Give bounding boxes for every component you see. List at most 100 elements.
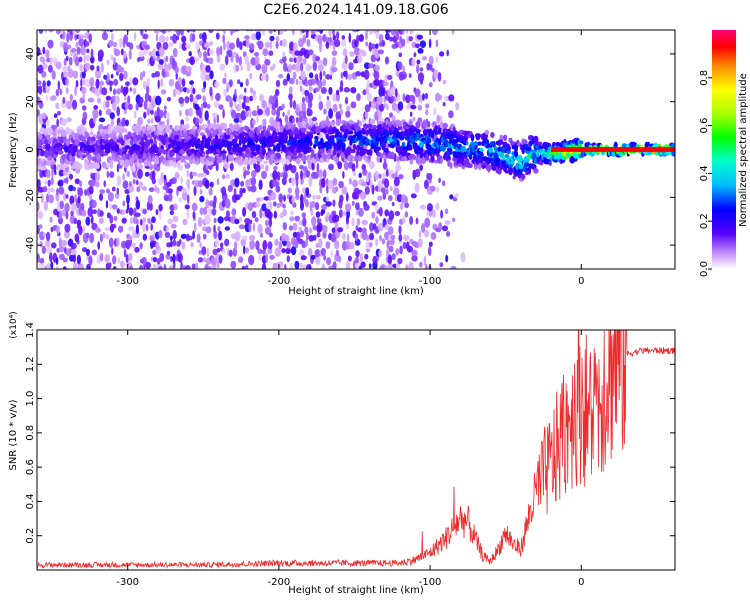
heatmap-cell bbox=[375, 31, 381, 39]
heatmap-cell bbox=[242, 207, 247, 217]
heatmap-cell bbox=[207, 47, 211, 57]
heatmap-cell bbox=[173, 161, 177, 168]
heatmap-cell bbox=[300, 70, 306, 81]
heatmap-cell bbox=[114, 49, 121, 57]
heatmap-cell bbox=[308, 92, 314, 102]
heatmap-cell bbox=[394, 176, 400, 187]
heatmap-cell bbox=[238, 216, 243, 222]
heatmap-cell bbox=[415, 121, 421, 129]
heatmap-cell bbox=[160, 78, 163, 87]
heatmap-cell bbox=[105, 108, 112, 116]
colorbar-label: Normalized spectral amplitude bbox=[738, 73, 749, 227]
heatmap-cell bbox=[292, 222, 298, 231]
heatmap-cell bbox=[74, 233, 80, 243]
heatmap-cell bbox=[86, 248, 90, 257]
heatmap-cell bbox=[366, 80, 370, 90]
heatmap-cell bbox=[321, 178, 326, 188]
heatmap-cell bbox=[45, 169, 51, 178]
heatmap-cell bbox=[421, 157, 426, 165]
heatmap-cell bbox=[50, 261, 54, 269]
heatmap-cell bbox=[283, 138, 288, 144]
heatmap-cell bbox=[468, 153, 473, 160]
snr-xtick-label: -100 bbox=[419, 577, 442, 588]
heatmap-cell bbox=[187, 235, 193, 241]
heatmap-cell bbox=[51, 95, 57, 101]
heatmap-cell bbox=[302, 187, 307, 194]
heatmap-cell bbox=[70, 48, 77, 53]
heatmap-cell bbox=[289, 216, 295, 222]
heatmap-cell bbox=[295, 104, 300, 113]
heatmap-cell bbox=[87, 153, 92, 162]
heatmap-cell bbox=[394, 30, 400, 35]
heatmap-cell bbox=[47, 159, 52, 167]
heatmap-cell bbox=[448, 94, 455, 102]
heatmap-cell bbox=[493, 152, 499, 159]
heatmap-cell bbox=[216, 178, 220, 186]
heatmap-cell bbox=[192, 87, 196, 95]
heatmap-cell bbox=[249, 95, 254, 102]
heatmap-cell bbox=[330, 250, 334, 257]
heatmap-cell bbox=[398, 218, 404, 225]
heatmap-cell bbox=[136, 126, 141, 132]
heatmap-cell bbox=[124, 128, 128, 134]
heatmap-cell bbox=[387, 95, 395, 104]
heatmap-cell bbox=[167, 218, 174, 225]
heatmap-cell bbox=[385, 248, 390, 258]
heatmap-cell bbox=[40, 112, 47, 120]
heatmap-cell bbox=[170, 255, 173, 263]
heatmap-cell bbox=[397, 101, 404, 111]
heatmap-cell bbox=[53, 163, 57, 174]
heatmap-cell bbox=[234, 231, 241, 242]
heatmap-cell bbox=[229, 42, 235, 50]
heatmap-xtick-label: 0 bbox=[578, 276, 584, 287]
heatmap-cell bbox=[111, 223, 117, 229]
heatmap-cell bbox=[460, 252, 466, 263]
heatmap-cell bbox=[343, 87, 351, 93]
heatmap-cell bbox=[298, 38, 304, 48]
heatmap-cell bbox=[62, 96, 66, 104]
heatmap-cell bbox=[139, 71, 144, 81]
heatmap-cell bbox=[197, 257, 204, 263]
heatmap-cell bbox=[119, 139, 125, 145]
heatmap-cell bbox=[367, 155, 371, 160]
heatmap-cell bbox=[158, 59, 164, 65]
heatmap-cell bbox=[448, 148, 453, 155]
heatmap-cell bbox=[99, 189, 106, 194]
heatmap-cell bbox=[375, 238, 378, 247]
heatmap-cell bbox=[364, 104, 371, 113]
heatmap-cell bbox=[269, 254, 275, 260]
heatmap-cell bbox=[295, 116, 299, 124]
heatmap-cell bbox=[315, 211, 321, 218]
heatmap-cell bbox=[421, 223, 426, 233]
heatmap-cell bbox=[210, 257, 217, 266]
heatmap-cell bbox=[222, 77, 227, 85]
heatmap-cell bbox=[260, 74, 267, 81]
heatmap-cell bbox=[290, 246, 297, 256]
heatmap-cell bbox=[237, 146, 244, 154]
heatmap-cell bbox=[80, 202, 85, 211]
heatmap-cell bbox=[285, 247, 292, 255]
heatmap-cell bbox=[307, 157, 311, 164]
heatmap-cell bbox=[506, 146, 511, 151]
heatmap-cell bbox=[219, 45, 223, 56]
heatmap-cell bbox=[423, 255, 427, 266]
heatmap-cell bbox=[170, 239, 173, 248]
heatmap-cell bbox=[51, 167, 54, 178]
heatmap-cell bbox=[60, 118, 67, 126]
heatmap-cell bbox=[81, 86, 87, 95]
heatmap-cell bbox=[340, 71, 344, 80]
heatmap-cell bbox=[227, 49, 233, 58]
heatmap-cell bbox=[146, 107, 150, 116]
heatmap-cell bbox=[490, 132, 495, 138]
heatmap-cell bbox=[364, 186, 370, 195]
heatmap-cell bbox=[70, 202, 77, 212]
heatmap-cell bbox=[90, 136, 96, 142]
heatmap-cell bbox=[234, 194, 241, 201]
heatmap-cell bbox=[62, 66, 68, 72]
heatmap-cell bbox=[336, 31, 340, 40]
heatmap-cell bbox=[241, 235, 248, 241]
heatmap-cell bbox=[369, 232, 375, 241]
heatmap-cell bbox=[374, 141, 379, 147]
heatmap-cell bbox=[123, 34, 129, 45]
heatmap-cell bbox=[234, 218, 240, 225]
